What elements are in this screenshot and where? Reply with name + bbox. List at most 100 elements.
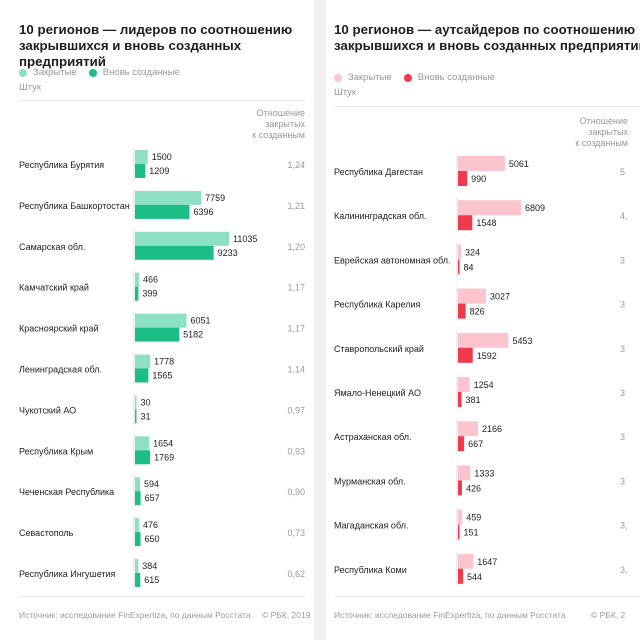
category-label: Самарская обл. — [19, 242, 85, 252]
legend-closed-dot — [334, 73, 342, 82]
value-label: 476 — [143, 520, 158, 530]
category-label: Севастополь — [19, 528, 74, 538]
category-label: Ямало-Ненецкий АО — [334, 388, 421, 398]
ratio-value: 0,73 — [287, 528, 305, 538]
bar-closed — [135, 190, 202, 205]
value-label: 3027 — [490, 292, 510, 302]
bar-closed — [135, 436, 150, 451]
value-label: 5453 — [512, 336, 532, 346]
ratio-value: 1,17 — [287, 283, 305, 293]
value-label: 459 — [466, 513, 481, 523]
value-label: 615 — [144, 575, 159, 585]
bar-closed — [135, 231, 229, 246]
bar-created — [135, 245, 214, 260]
bar-created — [458, 436, 465, 452]
category-label: Республика Дагестан — [334, 167, 423, 177]
bar-closed — [458, 156, 505, 171]
legend-closed-dot — [19, 68, 27, 77]
unit-label: Штук — [19, 82, 42, 93]
legend: Закрытые Вновь созданные — [334, 72, 495, 83]
category-label: Республика Ингушетия — [19, 569, 116, 579]
value-label: 399 — [142, 289, 157, 299]
leaders-bar-chart: Республика Бурятия 1500 1209 1,24 Республика… — [19, 148, 305, 589]
category-label: Мурманская обл. — [334, 476, 406, 486]
legend-created-dot — [88, 68, 97, 77]
category-label: Чеченская Республика — [19, 487, 114, 497]
chart-title: 10 регионов — аутсайдеров по соотношению… — [334, 22, 640, 53]
bar-closed — [135, 518, 140, 533]
value-label: 5061 — [509, 159, 529, 169]
ratio-header: Отношение закрытых к созданным — [245, 108, 305, 141]
outsiders-bar-chart: Республика Дагестан 5061 990 5 Калининградск… — [334, 154, 628, 586]
bar-closed — [135, 313, 187, 328]
top-divider — [334, 106, 640, 107]
value-label: 650 — [145, 534, 160, 544]
ratio-value: 3 — [620, 255, 625, 265]
value-label: 30 — [141, 397, 151, 407]
value-label: 384 — [142, 561, 157, 571]
value-label: 1209 — [149, 166, 169, 176]
bar-created — [135, 286, 139, 301]
bar-created — [458, 480, 462, 496]
value-label: 1647 — [477, 557, 497, 567]
ratio-value: 0,93 — [287, 446, 305, 456]
ratio-value: 3 — [620, 432, 625, 442]
value-label: 1592 — [477, 351, 497, 361]
ratio-value: 0,90 — [287, 487, 305, 497]
value-label: 31 — [141, 411, 151, 421]
value-label: 466 — [143, 275, 158, 285]
bar-created — [135, 532, 141, 547]
bar-created — [135, 573, 141, 587]
ratio-value: 4, — [620, 211, 628, 221]
ratio-value: 1,17 — [287, 324, 305, 334]
ratio-value: 3, — [620, 565, 628, 575]
category-label: Республика Карелия — [334, 300, 420, 310]
ratio-value: 3 — [620, 344, 625, 354]
category-label: Республика Крым — [19, 446, 93, 456]
bar-closed — [135, 272, 139, 287]
bar-closed — [458, 200, 521, 216]
bar-created — [458, 392, 462, 407]
ratio-value: 0,62 — [287, 569, 305, 579]
bar-closed — [135, 559, 139, 573]
bar-closed — [458, 421, 479, 437]
legend-closed-label: Закрытые — [33, 67, 77, 78]
value-label: 7759 — [205, 193, 225, 203]
ratio-value: 5 — [620, 167, 625, 177]
bar-closed — [135, 395, 137, 410]
top-divider — [19, 100, 306, 101]
copyright: © РБК, 2019 — [262, 610, 311, 620]
bar-created — [458, 347, 473, 363]
legend-closed: Закрытые — [19, 67, 77, 78]
value-label: 1565 — [152, 371, 172, 381]
ratio-header-line: к созданным — [575, 138, 628, 148]
legend-closed-label: Закрытые — [348, 72, 392, 83]
source-note: Источник: исследование FinExpertiza, по … — [334, 610, 566, 620]
bar-closed — [135, 354, 151, 369]
source-note: Источник: исследование FinExpertiza, по … — [19, 610, 251, 620]
value-label: 324 — [465, 247, 480, 257]
ratio-header-line: к созданным — [252, 130, 305, 140]
value-label: 657 — [145, 493, 160, 503]
legend-closed: Закрытые — [334, 72, 392, 83]
bar-created — [458, 303, 466, 319]
value-label: 6396 — [193, 207, 213, 217]
value-label: 381 — [466, 395, 481, 405]
value-label: 84 — [464, 262, 474, 272]
chart-title: 10 регионов — лидеров по соотношению зак… — [19, 22, 293, 69]
ratio-value: 1,21 — [287, 201, 305, 211]
bar-created — [135, 204, 190, 219]
category-label: Республика Бурятия — [19, 160, 104, 170]
value-label: 1548 — [476, 218, 496, 228]
ratio-header-line: закрытых — [588, 127, 628, 137]
bar-closed — [135, 150, 148, 164]
value-label: 826 — [470, 307, 485, 317]
ratio-value: 3 — [620, 300, 625, 310]
bar-closed — [458, 332, 509, 348]
ratio-header-line: Отношение — [579, 116, 628, 126]
value-label: 5182 — [183, 330, 203, 340]
category-label: Республика Башкортостан — [19, 201, 130, 211]
value-label: 544 — [467, 572, 482, 582]
bar-created — [135, 368, 149, 383]
category-label: Красноярский край — [19, 324, 99, 334]
